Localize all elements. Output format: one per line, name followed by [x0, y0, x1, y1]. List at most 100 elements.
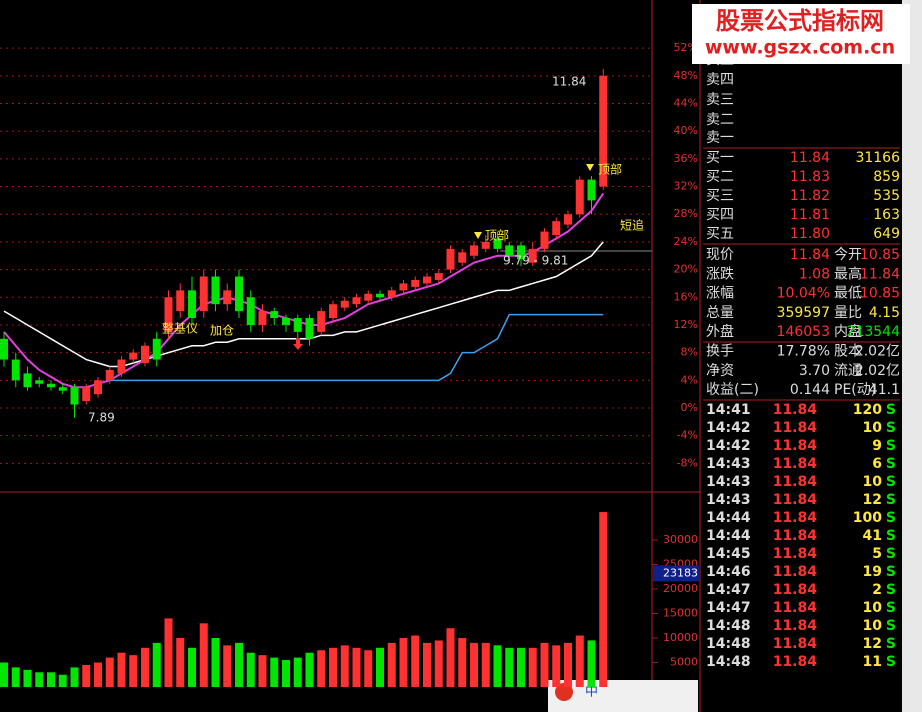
trade-price: 11.84	[773, 420, 818, 436]
y-tick-label: 12%	[674, 318, 698, 331]
trade-side: S	[886, 510, 896, 526]
trade-time: 14:48	[706, 618, 751, 634]
trade-volume: 10	[863, 474, 883, 490]
volume-bar	[387, 642, 396, 687]
candle-body	[152, 338, 161, 360]
volume-bar	[270, 657, 279, 687]
ask-label: 卖四	[706, 72, 734, 88]
y-tick-label: 52%	[674, 41, 698, 54]
volume-bar	[129, 655, 138, 687]
y-tick-label: 28%	[674, 207, 698, 220]
candle-body	[246, 297, 255, 325]
trade-side: S	[886, 582, 896, 598]
ime-indicator[interactable]: 中	[585, 685, 598, 700]
volume-bar	[82, 664, 91, 687]
bid-price: 11.84	[790, 150, 830, 166]
ask-label: 卖三	[706, 92, 734, 108]
candle-body	[188, 290, 196, 319]
trade-volume: 2	[872, 582, 882, 598]
y-tick-label: 0%	[681, 401, 698, 414]
arrow	[293, 338, 303, 350]
trade-price: 11.84	[773, 402, 818, 418]
trade-price: 11.84	[773, 636, 818, 652]
volume-bar	[293, 657, 302, 687]
stat-label: 总量	[706, 305, 734, 321]
stat-label: 外盘	[706, 323, 734, 340]
y-tick-label: -4%	[677, 429, 698, 442]
y-tick-label: 30000	[663, 533, 698, 546]
ime-logo[interactable]	[555, 683, 573, 701]
trade-time: 14:42	[706, 438, 751, 454]
ma-line	[3, 192, 605, 389]
trade-side: S	[886, 654, 896, 670]
volume-bar	[211, 638, 220, 687]
bid-price: 11.83	[790, 169, 830, 185]
candle-body	[47, 383, 55, 388]
annotation: 顶部	[485, 228, 509, 243]
volume-bar	[364, 650, 373, 687]
candle-body	[493, 238, 502, 249]
volume-bar	[152, 642, 161, 687]
y-tick-label: 36%	[674, 152, 698, 165]
bid-volume: 31166	[855, 150, 900, 166]
candle-body	[129, 352, 138, 360]
y-tick-label: 15000	[663, 607, 698, 620]
candle-body	[305, 318, 314, 339]
trade-volume: 19	[863, 564, 882, 580]
trade-price: 11.84	[773, 510, 818, 526]
candle-body	[458, 252, 467, 263]
candle-body	[82, 387, 91, 402]
stat-value: 41.1	[869, 382, 900, 398]
bid-volume: 163	[873, 207, 900, 223]
candle-body	[540, 231, 549, 249]
volume-bar	[352, 647, 361, 687]
trade-time: 14:44	[706, 528, 751, 544]
trade-volume: 100	[853, 510, 882, 526]
candle-body	[399, 283, 408, 291]
trade-time: 14:45	[706, 546, 751, 562]
candle-body	[587, 179, 596, 201]
annotation: 加仓	[210, 324, 234, 338]
trade-volume: 12	[863, 492, 882, 508]
stat-label: 最低	[834, 286, 862, 302]
volume-bar	[282, 660, 290, 687]
volume-bar	[258, 655, 267, 687]
volume-bar	[94, 662, 102, 687]
stat-label: 现价	[706, 247, 734, 263]
trade-time: 14:43	[706, 474, 751, 490]
volume-bar	[305, 652, 314, 687]
volume-bar	[0, 662, 8, 687]
trade-side: S	[886, 618, 896, 634]
stat-value: 2.02亿	[855, 344, 900, 360]
volume-bar	[564, 642, 572, 687]
volume-bar	[47, 672, 55, 687]
annotation: 9.79 - 9.81	[503, 254, 568, 268]
y-tick-label: 44%	[674, 97, 698, 110]
candle-body	[164, 297, 173, 332]
y-tick-label: 48%	[674, 69, 698, 82]
bid-label: 买一	[706, 150, 734, 166]
volume-bar	[340, 645, 349, 687]
candle-body	[352, 297, 361, 305]
trade-volume: 12	[863, 636, 882, 652]
volume-bar	[117, 652, 126, 687]
stat-label: 换手	[706, 343, 734, 360]
volume-bar	[70, 667, 79, 687]
candle-body	[105, 369, 114, 381]
watermark-box	[692, 4, 910, 64]
trade-volume: 11	[863, 654, 882, 670]
trade-time: 14:44	[706, 510, 751, 526]
stat-label: 流通	[834, 363, 862, 379]
volume-bar	[235, 642, 243, 687]
stat-label: PE(动)	[834, 382, 876, 398]
trade-time: 14:47	[706, 600, 751, 616]
candle-body	[35, 380, 44, 384]
candle-body	[211, 276, 220, 305]
volume-bar	[599, 512, 608, 687]
annotation: 整基仪	[162, 321, 198, 336]
volume-bar	[329, 647, 337, 687]
candle-body	[11, 359, 20, 381]
trade-volume: 10	[863, 618, 883, 634]
bid-volume: 859	[873, 169, 900, 185]
trade-volume: 9	[872, 438, 882, 454]
